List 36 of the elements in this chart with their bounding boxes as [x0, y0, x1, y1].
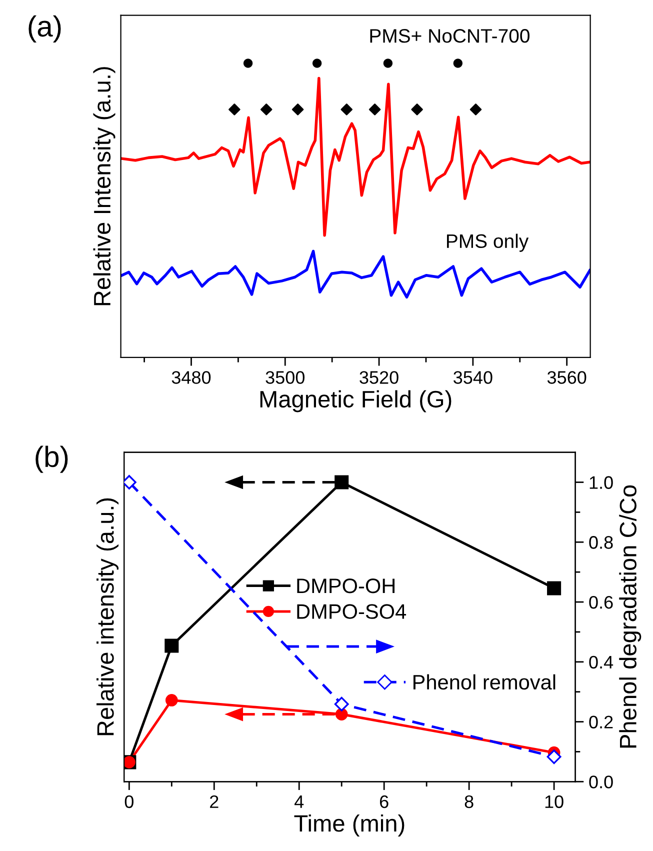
y2-tick-label: 1.0: [590, 476, 613, 489]
x-tick-label: 3500: [266, 371, 305, 384]
point: [547, 581, 562, 596]
x-tick-label: 4: [294, 796, 304, 808]
x-axis-title: Magnetic Field (G): [260, 390, 452, 412]
text: PMS+ NoCNT-700: [370, 29, 530, 43]
x-tick-label: 3520: [360, 371, 398, 384]
legend-label: DMPO-SO4: [297, 604, 406, 619]
chart-title: (a): [28, 15, 61, 42]
legend-label: DMPO-OH: [297, 578, 395, 594]
y2-axis-title: Phenol degradation C/Co: [619, 485, 642, 748]
y-axis-title: Relative intensity (a.u.): [96, 498, 119, 736]
x-tick-label: 3560: [547, 371, 586, 384]
x-tick-label: 6: [380, 795, 388, 808]
x-tick-label: 3480: [172, 371, 211, 384]
point: [334, 696, 349, 712]
point: [164, 638, 179, 653]
x-tick-label: 2: [210, 795, 218, 808]
legend-label: Phenol removal: [414, 674, 556, 690]
x-tick-label: 10: [545, 795, 564, 808]
x-tick-label: 3540: [454, 371, 492, 384]
x-tick-label: 0: [124, 795, 134, 808]
y2-tick-label: 0.2: [589, 716, 613, 728]
x-tick-label: 8: [464, 795, 474, 808]
y2-tick-label: 0.0: [589, 776, 613, 788]
y2-tick-label: 0.6: [589, 596, 613, 609]
point: [334, 475, 349, 490]
point: [335, 708, 348, 720]
point: [165, 694, 178, 706]
series-label: PMS only: [447, 234, 529, 252]
y-axis-title: Relative Intensity (a.u.): [93, 67, 116, 306]
y2-tick-label: 0.8: [589, 536, 613, 549]
chart-title: (b): [36, 446, 68, 473]
point: [546, 750, 562, 764]
y2-tick-label: 0.4: [589, 656, 614, 669]
x-axis-title: Time (min): [294, 814, 404, 836]
